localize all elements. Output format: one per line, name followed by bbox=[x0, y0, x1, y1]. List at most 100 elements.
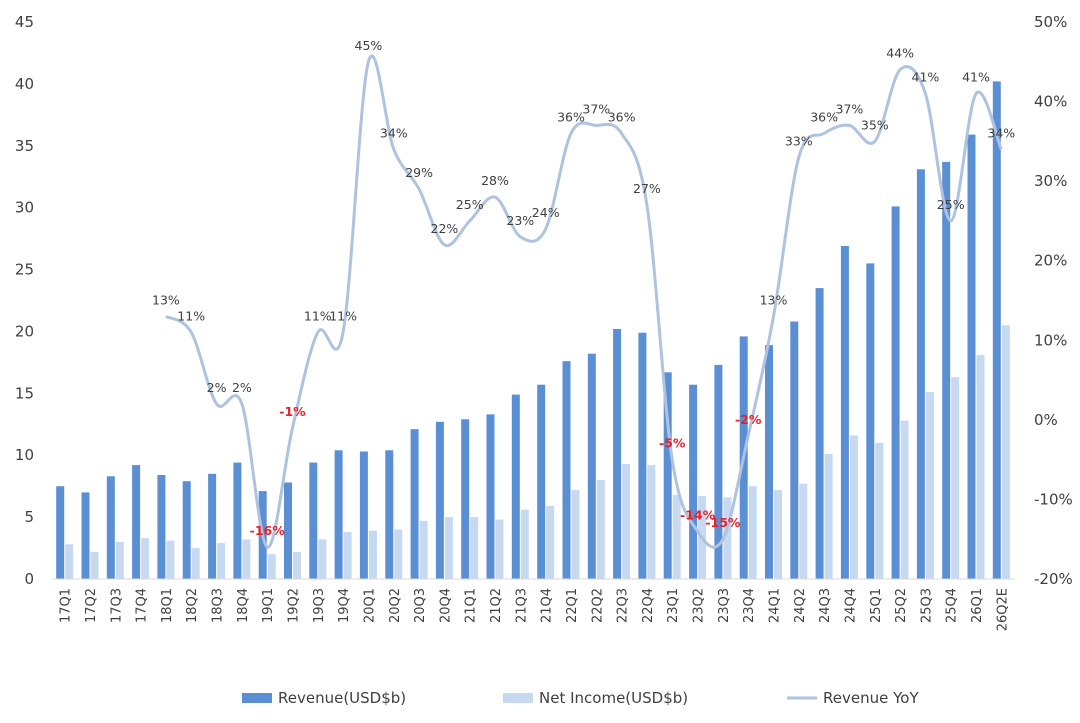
revenue-bar bbox=[587, 353, 596, 579]
y-left-tick-label: 45 bbox=[15, 13, 34, 31]
x-tick-label: 23Q1 bbox=[666, 588, 681, 623]
net-income-bar bbox=[267, 554, 276, 579]
revenue-bar bbox=[410, 429, 419, 579]
x-tick-label: 18Q4 bbox=[236, 588, 251, 623]
net-income-bar bbox=[90, 551, 99, 579]
net-income-bar bbox=[115, 541, 124, 579]
revenue-bar bbox=[891, 206, 900, 579]
net-income-bar bbox=[672, 494, 681, 579]
revenue-bar bbox=[916, 169, 925, 580]
revenue-bar bbox=[840, 246, 849, 579]
yoy-data-label: 41% bbox=[912, 70, 940, 85]
yoy-data-label: 13% bbox=[760, 292, 788, 307]
net-income-bar bbox=[951, 377, 960, 579]
yoy-data-label: -2% bbox=[735, 412, 762, 427]
yoy-data-label: 34% bbox=[380, 125, 408, 140]
net-income-bar bbox=[293, 551, 301, 579]
revenue-bar bbox=[359, 451, 368, 579]
x-tick-label: 18Q2 bbox=[185, 588, 200, 623]
x-tick-label: 19Q3 bbox=[312, 588, 327, 623]
x-tick-label: 21Q3 bbox=[514, 588, 529, 623]
revenue-bar bbox=[182, 481, 191, 579]
revenue-bar bbox=[537, 384, 546, 579]
net-income-bar bbox=[647, 465, 656, 579]
yoy-data-label: 2% bbox=[232, 380, 252, 395]
legend-net-income-swatch bbox=[503, 693, 533, 703]
yoy-data-label: 23% bbox=[506, 213, 534, 228]
x-tick-label: 20Q2 bbox=[388, 588, 403, 623]
revenue-yoy-line bbox=[165, 54, 1003, 549]
yoy-data-label: 24% bbox=[532, 205, 560, 220]
yoy-data-label: 13% bbox=[152, 292, 180, 307]
revenue-bar bbox=[233, 462, 242, 579]
x-tick-label: 26Q1 bbox=[970, 588, 985, 623]
legend-yoy-label: Revenue YoY bbox=[823, 689, 919, 707]
revenue-bar bbox=[309, 462, 318, 579]
revenue-bar bbox=[790, 321, 799, 579]
y-right-tick-label: 10% bbox=[1034, 331, 1067, 349]
net-income-bar bbox=[495, 519, 504, 579]
revenue-bar bbox=[157, 475, 166, 579]
yoy-data-label: 45% bbox=[355, 38, 383, 53]
y-left-tick-label: 0 bbox=[24, 570, 34, 588]
yoy-data-label: 36% bbox=[810, 109, 838, 124]
x-tick-label: 26Q2E bbox=[995, 588, 1010, 631]
x-tick-label: 23Q3 bbox=[717, 588, 732, 623]
revenue-bar bbox=[385, 450, 394, 579]
net-income-bar bbox=[166, 540, 175, 579]
revenue-bar bbox=[815, 288, 824, 579]
x-tick-label: 23Q4 bbox=[742, 588, 757, 623]
net-income-bar bbox=[596, 480, 605, 579]
net-income-bar bbox=[900, 420, 909, 579]
yoy-data-label: 34% bbox=[987, 125, 1015, 140]
net-income-bar bbox=[394, 529, 403, 579]
yoy-data-label: 25% bbox=[937, 197, 965, 212]
y-right-tick-label: 0% bbox=[1034, 411, 1058, 429]
net-income-bar bbox=[875, 442, 884, 579]
revenue-bar bbox=[56, 486, 65, 579]
yoy-data-label: 29% bbox=[405, 165, 433, 180]
y-left-tick-label: 25 bbox=[15, 261, 34, 279]
net-income-bar bbox=[65, 544, 74, 579]
net-income-bar bbox=[976, 355, 985, 579]
x-tick-label: 20Q1 bbox=[362, 588, 377, 623]
x-tick-label: 24Q2 bbox=[793, 588, 808, 623]
net-income-bar bbox=[368, 530, 377, 579]
x-tick-label: 23Q2 bbox=[692, 588, 707, 623]
net-income-bar bbox=[925, 392, 934, 579]
yoy-data-label: 44% bbox=[886, 46, 914, 61]
x-tick-label: 17Q4 bbox=[135, 588, 150, 623]
x-tick-label: 17Q1 bbox=[59, 588, 74, 623]
x-tick-label: 21Q1 bbox=[464, 588, 479, 623]
net-income-bar bbox=[444, 517, 453, 579]
y-left-tick-label: 35 bbox=[15, 137, 34, 155]
revenue-bar bbox=[689, 384, 698, 579]
yoy-data-label: -5% bbox=[659, 436, 686, 451]
revenue-bar bbox=[486, 414, 495, 579]
y-right-tick-label: -20% bbox=[1034, 570, 1073, 588]
x-tick-label: 20Q4 bbox=[438, 588, 453, 623]
y-right-tick-label: 40% bbox=[1034, 93, 1067, 111]
x-tick-label: 22Q1 bbox=[565, 588, 580, 623]
net-income-bar bbox=[571, 489, 580, 579]
y-right-tick-label: 50% bbox=[1034, 13, 1067, 31]
revenue-bar bbox=[511, 394, 520, 579]
x-tick-label: 17Q3 bbox=[109, 588, 124, 623]
net-income-bar bbox=[242, 539, 251, 579]
yoy-data-label: 11% bbox=[177, 308, 205, 323]
line-layer bbox=[165, 54, 1003, 549]
revenue-bar bbox=[967, 134, 976, 579]
x-tick-label: 25Q3 bbox=[919, 588, 934, 623]
x-tick-label: 25Q1 bbox=[869, 588, 884, 623]
y-left-tick-label: 5 bbox=[24, 508, 34, 526]
net-income-bar bbox=[546, 506, 555, 579]
revenue-bar bbox=[334, 450, 343, 579]
y-right-tick-label: 20% bbox=[1034, 252, 1067, 270]
yoy-data-label: 36% bbox=[608, 109, 636, 124]
net-income-bar bbox=[748, 486, 757, 579]
x-tick-label: 24Q1 bbox=[768, 588, 783, 623]
revenue-bar bbox=[132, 465, 141, 579]
x-tick-label: 22Q2 bbox=[590, 588, 605, 623]
revenue-bar bbox=[435, 421, 444, 579]
net-income-bar bbox=[419, 520, 428, 579]
